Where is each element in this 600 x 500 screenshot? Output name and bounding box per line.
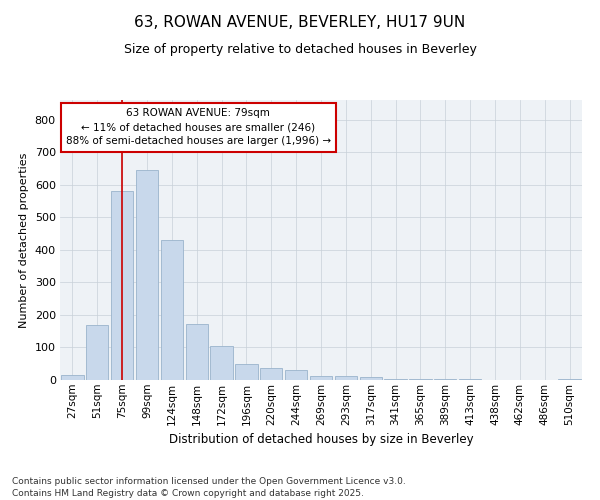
Bar bbox=[559, 378, 581, 380]
Bar bbox=[61, 375, 83, 380]
Bar bbox=[136, 170, 158, 380]
Bar bbox=[335, 376, 357, 380]
Text: Contains public sector information licensed under the Open Government Licence v3: Contains public sector information licen… bbox=[12, 477, 406, 486]
Bar bbox=[161, 240, 183, 380]
Bar bbox=[434, 378, 457, 380]
X-axis label: Distribution of detached houses by size in Beverley: Distribution of detached houses by size … bbox=[169, 433, 473, 446]
Bar bbox=[385, 378, 407, 380]
Bar bbox=[185, 324, 208, 380]
Bar bbox=[86, 324, 109, 380]
Text: Size of property relative to detached houses in Beverley: Size of property relative to detached ho… bbox=[124, 42, 476, 56]
Bar bbox=[409, 379, 431, 380]
Bar bbox=[235, 364, 257, 380]
Text: Contains HM Land Registry data © Crown copyright and database right 2025.: Contains HM Land Registry data © Crown c… bbox=[12, 488, 364, 498]
Bar bbox=[359, 378, 382, 380]
Bar bbox=[260, 368, 283, 380]
Bar bbox=[285, 370, 307, 380]
Bar bbox=[111, 191, 133, 380]
Bar bbox=[211, 346, 233, 380]
Text: 63 ROWAN AVENUE: 79sqm
← 11% of detached houses are smaller (246)
88% of semi-de: 63 ROWAN AVENUE: 79sqm ← 11% of detached… bbox=[66, 108, 331, 146]
Bar bbox=[310, 376, 332, 380]
Y-axis label: Number of detached properties: Number of detached properties bbox=[19, 152, 29, 328]
Text: 63, ROWAN AVENUE, BEVERLEY, HU17 9UN: 63, ROWAN AVENUE, BEVERLEY, HU17 9UN bbox=[134, 15, 466, 30]
